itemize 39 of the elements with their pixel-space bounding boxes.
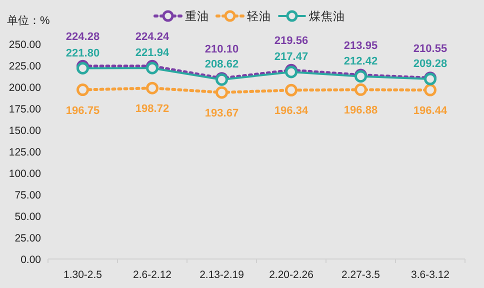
- data-label: 221.80: [66, 47, 100, 60]
- y-tick-label: 25.00: [14, 232, 42, 244]
- data-label: 208.62: [204, 58, 239, 71]
- x-tick-label: 2.20-2.26: [269, 269, 314, 281]
- y-tick-label: 125.00: [8, 146, 42, 158]
- data-label: 221.94: [135, 47, 170, 60]
- data-label: 224.28: [66, 31, 100, 44]
- data-label: 196.34: [274, 105, 309, 118]
- data-label: 198.72: [135, 103, 170, 116]
- data-label: 217.47: [274, 50, 308, 63]
- data-label: 213.95: [344, 40, 378, 52]
- x-tick-label: 1.30-2.5: [63, 269, 102, 281]
- data-label: 219.56: [274, 35, 308, 48]
- y-tick-label: 150.00: [8, 125, 42, 137]
- x-tick-label: 3.6-3.12: [410, 269, 450, 281]
- data-label: 210.55: [413, 42, 448, 55]
- y-tick-label: 200.00: [8, 82, 42, 94]
- legend-label: 煤焦油: [309, 10, 345, 23]
- y-tick-label: 100.00: [8, 168, 42, 180]
- y-tick-label: 225.00: [8, 60, 42, 72]
- y-tick-label: 75.00: [14, 190, 42, 202]
- x-tick-label: 2.27-3.5: [341, 269, 380, 281]
- data-label: 224.24: [135, 31, 170, 44]
- y-tick-label: 175.00: [8, 104, 42, 116]
- y-tick-label: 250.00: [8, 39, 42, 51]
- y-axis-title: 单位：%: [7, 14, 50, 27]
- legend-label: 轻油: [247, 10, 271, 23]
- legend-label: 重油: [185, 10, 209, 23]
- y-tick-label: 0.00: [20, 254, 42, 266]
- x-tick-label: 2.13-2.19: [200, 269, 244, 281]
- data-label: 210.10: [204, 43, 239, 56]
- data-label: 196.44: [413, 105, 448, 118]
- data-label: 196.75: [66, 104, 100, 117]
- data-label: 196.88: [344, 104, 378, 117]
- data-label: 209.28: [413, 58, 448, 70]
- data-label: 212.42: [344, 55, 378, 68]
- data-label: 193.67: [204, 107, 239, 120]
- y-tick-label: 50.00: [14, 211, 42, 223]
- x-tick-label: 2.6-2.12: [132, 269, 172, 281]
